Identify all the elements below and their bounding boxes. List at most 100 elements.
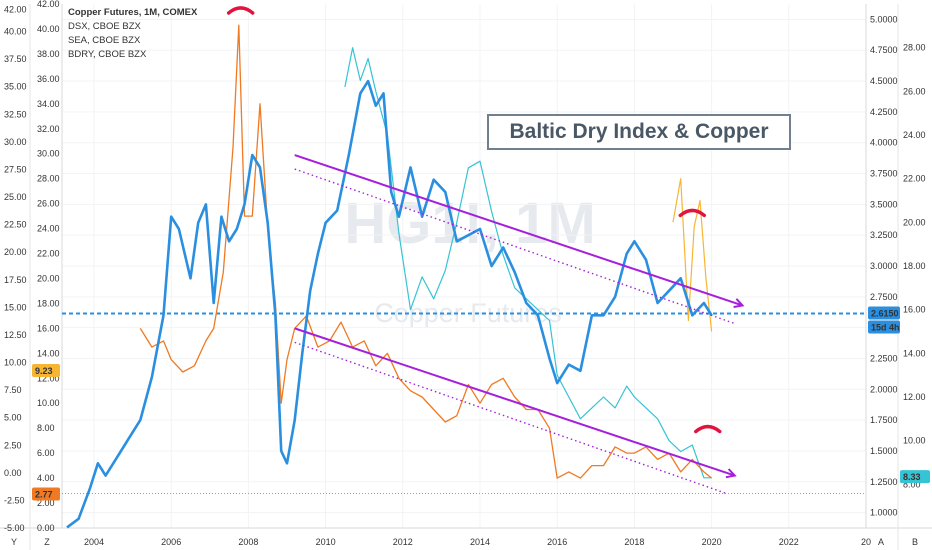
x-tick-label: 2010: [316, 537, 336, 547]
tick-label-left_outer: 25.00: [4, 192, 27, 202]
channel-lower-arrowhead: [725, 468, 737, 479]
price-tag-bdry: 8.33: [903, 472, 921, 482]
x-tick-label: 2004: [84, 537, 104, 547]
tick-label-right_outer: 22.00: [903, 174, 926, 184]
price-tag-dsx: 2.77: [35, 489, 53, 499]
watermark-symbol: HG1!, 1M: [344, 191, 595, 256]
tick-label-left_inner: 26.00: [37, 199, 60, 209]
x-tick-label: 2020: [702, 537, 722, 547]
tick-label-left_inner: 12.00: [37, 373, 60, 383]
axis-left-outer: 42.00 40.00 37.50 35.00 32.50 30.00 27.50 25.00…: [4, 5, 27, 533]
price-tag-countdown: 15d 4h: [871, 322, 900, 332]
tick-label-left_inner: 38.00: [37, 49, 60, 59]
legend-main: Copper Futures, 1M, COMEX: [68, 7, 198, 18]
tick-label-left_outer: 37.50: [4, 54, 27, 64]
tick-label-right_inner: 2.2500: [870, 353, 898, 363]
tick-label-right_outer: 14.00: [903, 348, 926, 358]
tick-label-right_outer: 24.00: [903, 130, 926, 140]
tick-label-left_inner: 2.00: [37, 498, 55, 508]
tick-label-right_inner: 1.5000: [870, 446, 898, 456]
tick-label-left_inner: 24.00: [37, 224, 60, 234]
tick-label-right_inner: 5.0000: [870, 14, 898, 24]
tick-label-left_outer: 2.50: [4, 440, 22, 450]
tick-label-left_inner: 4.00: [37, 473, 55, 483]
tick-label-left_inner: 14.00: [37, 348, 60, 358]
price-tag-sea: 9.23: [35, 366, 53, 376]
channel-upper-dotted: [294, 168, 735, 325]
tick-label-right_outer: 8.00: [903, 479, 921, 489]
tick-label-right_outer: 12.00: [903, 392, 926, 402]
tick-label-right_outer: 10.00: [903, 436, 926, 446]
price-tag-sea-bg: [32, 364, 60, 378]
tick-label-left_inner: 6.00: [37, 448, 55, 458]
tick-label-left_inner: 42.00: [37, 0, 60, 9]
tick-label-right_inner: 1.0000: [870, 508, 898, 518]
axis-left-inner: 42.00 40.00 38.00 36.00 34.00 32.00 30.00 28.00…: [37, 0, 60, 533]
peak-marker-arc: [693, 424, 722, 434]
price-tag-bdry-bg: [900, 470, 930, 484]
tick-label-left_outer: 35.00: [4, 82, 27, 92]
tick-label-left_outer: -2.50: [4, 495, 25, 505]
corner-left-first: Y: [11, 537, 17, 547]
peak-marker-arc: [226, 6, 255, 15]
x-tick-label: 2018: [624, 537, 644, 547]
tick-label-left_inner: 28.00: [37, 174, 60, 184]
price-tag-copper-bg: [868, 306, 900, 320]
tick-label-left_outer: 42.00: [4, 5, 27, 15]
tick-label-left_outer: 22.50: [4, 220, 27, 230]
corner-right-first: A: [878, 537, 884, 547]
tick-label-left_inner: 22.00: [37, 249, 60, 259]
axis-right-outer: 28.00 26.00 24.00 22.00 20.00 18.00 16.00 14.00…: [903, 43, 926, 490]
tick-label-right_inner: 2.7500: [870, 292, 898, 302]
tick-label-left_inner: 10.00: [37, 398, 60, 408]
price-tag-dsx-bg: [32, 487, 60, 501]
tick-label-left_inner: 0.00: [37, 523, 55, 533]
x-tick-label: 2022: [779, 537, 799, 547]
series-bdry-2019-line: [672, 178, 713, 332]
tick-label-left_inner: 32.00: [37, 124, 60, 134]
legend: Copper Futures, 1M, COMEX DSX, CBOE BZX …: [68, 6, 197, 62]
tick-label-left_outer: 12.50: [4, 330, 27, 340]
tick-label-right_inner: 1.2500: [870, 477, 898, 487]
x-tick-label: 2016: [547, 537, 567, 547]
tick-label-left_outer: 17.50: [4, 275, 27, 285]
channel-upper-solid: [294, 154, 743, 307]
tick-label-left_outer: 0.00: [4, 468, 22, 478]
tick-label-left_inner: 8.00: [37, 423, 55, 433]
tick-label-left_outer: 10.00: [4, 358, 27, 368]
tick-label-left_outer: 27.50: [4, 164, 27, 174]
tick-label-right_inner: 4.5000: [870, 76, 898, 86]
peak-marker-arc: [678, 208, 707, 218]
legend-bdry: BDRY, CBOE BZX: [68, 49, 147, 60]
x-tick-label: 2014: [470, 537, 490, 547]
reference-lines: [62, 312, 866, 494]
channel-upper-arrowhead: [733, 298, 745, 308]
tick-label-right_inner: 4.2500: [870, 107, 898, 117]
corner-left-second: Z: [44, 537, 50, 547]
series-sea-line: [139, 24, 713, 479]
tick-label-left_inner: 36.00: [37, 74, 60, 84]
tick-label-right_inner: 3.7500: [870, 169, 898, 179]
tick-label-left_outer: -5.00: [4, 523, 25, 533]
corner-letters: Y Z A B: [11, 537, 918, 547]
annotation-box: Baltic Dry Index & Copper: [487, 114, 791, 150]
tick-label-left_outer: 7.50: [4, 385, 22, 395]
price-tag-copper: 2.6150: [871, 308, 899, 318]
tick-label-left_outer: 20.00: [4, 247, 27, 257]
legend-dsx: DSX, CBOE BZX: [68, 21, 141, 32]
tick-label-left_inner: 20.00: [37, 273, 60, 283]
tick-label-right_outer: 28.00: [903, 43, 926, 53]
tick-label-right_inner: 2.0000: [870, 384, 898, 394]
trend-channels: [294, 154, 745, 495]
tick-label-right_inner: 3.2500: [870, 230, 898, 240]
tick-label-right_outer: 16.00: [903, 305, 926, 315]
tick-label-right_outer: 20.00: [903, 217, 926, 227]
x-tick-label: 2006: [161, 537, 181, 547]
series-copper-line: [66, 79, 713, 529]
channel-lower-solid: [294, 327, 736, 477]
tick-label-left_outer: 5.00: [4, 413, 22, 423]
tick-label-left_outer: 40.00: [4, 27, 27, 37]
legend-sea: SEA, CBOE BZX: [68, 35, 141, 46]
